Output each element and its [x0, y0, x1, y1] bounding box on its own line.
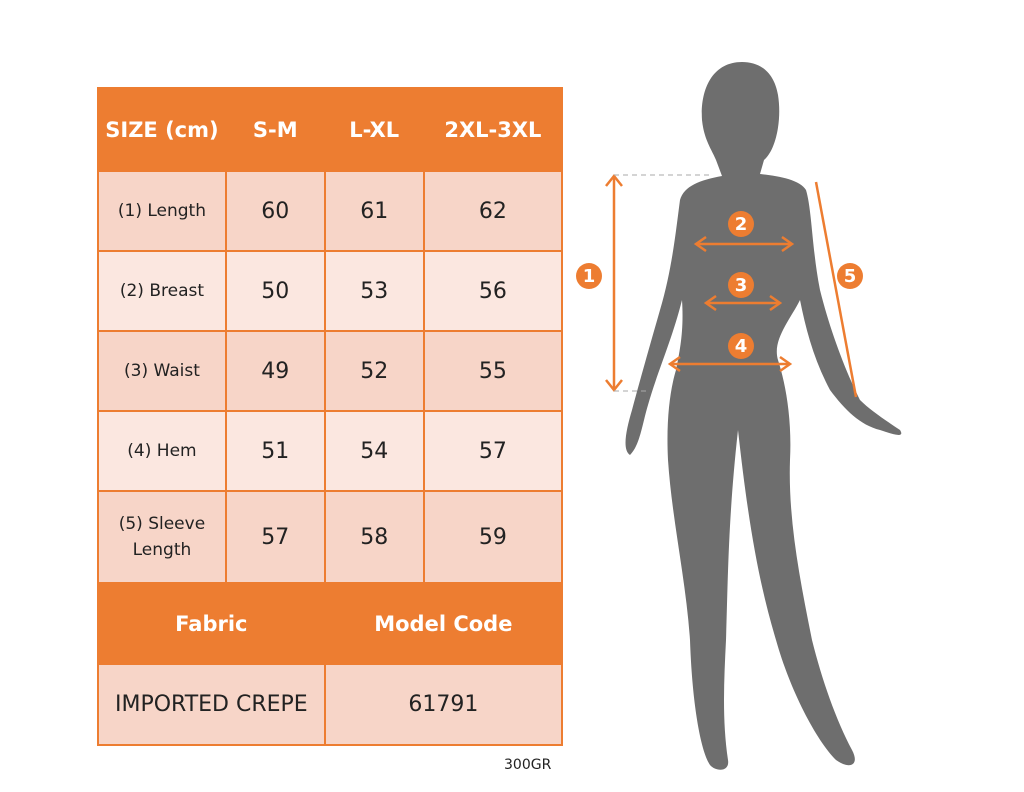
header-l-xl: L-XL [323, 87, 425, 172]
row-label: (3) Waist [97, 330, 227, 412]
cell: 51 [224, 410, 326, 492]
marker-1 [576, 263, 602, 289]
row-label: (4) Hem [97, 410, 227, 492]
marker-1-label: 1 [583, 266, 596, 287]
marker-4-label: 4 [735, 336, 748, 357]
cell: 62 [422, 170, 564, 252]
cell: 53 [323, 250, 425, 332]
cell: 54 [323, 410, 425, 492]
cell: 57 [224, 490, 326, 584]
cell: 50 [224, 250, 326, 332]
cell: 52 [323, 330, 425, 412]
cell: 49 [224, 330, 326, 412]
table-row: (4) Hem 51 54 57 [97, 410, 564, 492]
marker-4 [728, 333, 754, 359]
footer-header-row: Fabric Model Code [97, 582, 564, 665]
cell: 58 [323, 490, 425, 584]
cell: 60 [224, 170, 326, 252]
weight-note: 300GR [504, 757, 552, 773]
cell: 55 [422, 330, 564, 412]
size-chart-table: SIZE (cm) S-M L-XL 2XL-3XL (1) Length 60… [97, 87, 564, 746]
header-size: SIZE (cm) [97, 87, 227, 172]
cell: 56 [422, 250, 564, 332]
marker-3 [728, 272, 754, 298]
model-code-value: 61791 [323, 663, 564, 746]
header-s-m: S-M [224, 87, 326, 172]
footer-value-row: IMPORTED CREPE 61791 [97, 663, 564, 746]
silhouette-figure [625, 62, 902, 770]
table-row: (3) Waist 49 52 55 [97, 330, 564, 412]
body-diagram: 1 2 3 4 5 [576, 62, 902, 770]
fabric-header: Fabric [97, 582, 326, 665]
header-row: SIZE (cm) S-M L-XL 2XL-3XL [97, 87, 564, 172]
header-2xl-3xl: 2XL-3XL [422, 87, 564, 172]
table-row: (2) Breast 50 53 56 [97, 250, 564, 332]
table-row: (1) Length 60 61 62 [97, 170, 564, 252]
marker-2-label: 2 [735, 214, 748, 235]
marker-3-label: 3 [735, 275, 748, 296]
measurement-arrows [605, 173, 858, 398]
table-row: (5) Sleeve Length 57 58 59 [97, 490, 564, 584]
sleeve-arrow [814, 181, 858, 398]
cell: 57 [422, 410, 564, 492]
fabric-value: IMPORTED CREPE [97, 663, 326, 746]
row-label: (5) Sleeve Length [97, 490, 227, 584]
cell: 59 [422, 490, 564, 584]
marker-2 [728, 211, 754, 237]
cell: 61 [323, 170, 425, 252]
marker-5 [837, 263, 863, 289]
row-label: (1) Length [97, 170, 227, 252]
row-label: (2) Breast [97, 250, 227, 332]
model-code-header: Model Code [323, 582, 564, 665]
marker-5-label: 5 [844, 266, 857, 287]
